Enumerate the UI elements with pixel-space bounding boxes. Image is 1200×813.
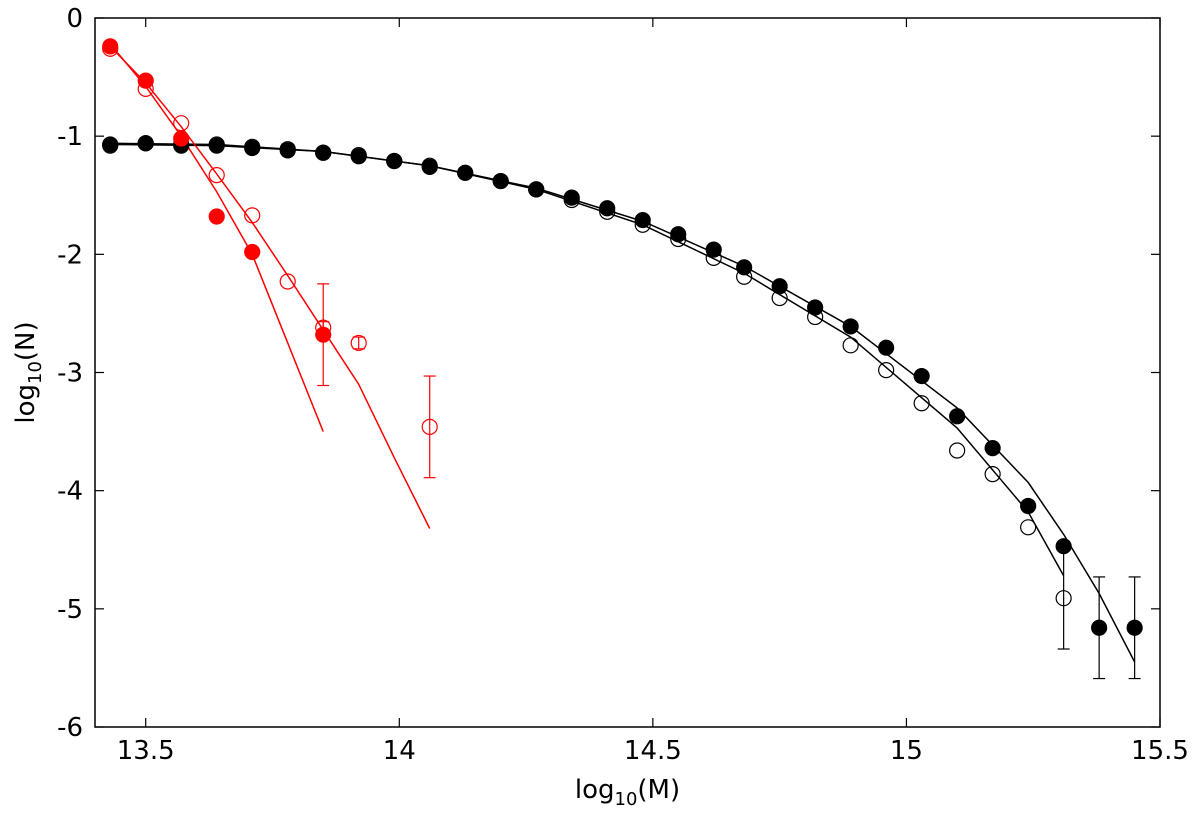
data-point-series-4 — [350, 334, 367, 352]
data-point-series-3 — [173, 130, 190, 147]
data-point-series-2 — [736, 268, 753, 285]
data-point-series-2 — [949, 442, 966, 459]
data-point-series-1 — [1020, 497, 1037, 515]
data-point-series-1 — [670, 226, 687, 243]
data-point-series-1 — [634, 211, 651, 229]
data-points — [102, 38, 1143, 636]
data-point-series-2 — [350, 146, 367, 164]
data-point-series-4 — [244, 207, 261, 224]
data-point-series-2 — [563, 191, 580, 209]
y-tick-label: -6 — [57, 713, 83, 743]
data-point-series-1 — [736, 259, 753, 276]
data-point-series-2 — [842, 337, 859, 354]
data-point-series-1 — [350, 148, 367, 165]
fit-curve-4 — [109, 45, 431, 529]
data-point-series-2 — [315, 144, 332, 161]
data-point-series-4 — [102, 40, 119, 57]
data-point-series-1 — [102, 136, 119, 153]
data-point-series-4 — [208, 167, 225, 184]
data-point-series-4 — [137, 80, 154, 98]
data-point-series-2 — [457, 164, 474, 181]
data-point-series-1 — [705, 241, 722, 258]
data-point-series-1 — [878, 339, 895, 356]
data-point-series-2 — [670, 230, 687, 248]
data-point-series-2 — [208, 136, 225, 153]
data-point-series-4 — [173, 115, 190, 132]
data-point-series-2 — [878, 362, 895, 379]
data-point-series-2 — [807, 308, 824, 326]
data-point-series-1 — [421, 158, 438, 175]
data-point-series-1 — [807, 299, 824, 316]
data-point-series-2 — [771, 289, 788, 307]
data-point-series-1 — [984, 440, 1001, 457]
data-point-series-1 — [949, 408, 966, 425]
data-point-series-2 — [599, 203, 616, 220]
y-tick-label: -1 — [57, 122, 83, 152]
data-point-series-2 — [102, 137, 119, 154]
axis-ticks: 13.5 14 14.5 15 15.5 0 -1 -2 -3 -4 -5 -6 — [57, 4, 1189, 766]
data-point-series-1 — [1055, 538, 1072, 555]
y-tick-label: -5 — [57, 595, 83, 625]
data-point-series-2 — [492, 172, 509, 190]
data-point-series-2 — [386, 152, 403, 170]
data-point-series-4 — [279, 273, 296, 290]
data-point-series-1 — [1091, 619, 1108, 636]
data-point-series-2 — [137, 135, 154, 152]
data-point-series-4 — [421, 418, 438, 435]
data-point-series-2 — [279, 141, 296, 158]
data-point-series-2 — [705, 249, 722, 266]
y-tick-label: 0 — [66, 4, 83, 34]
data-point-series-3 — [244, 243, 261, 261]
data-point-series-2 — [421, 157, 438, 174]
data-point-series-1 — [244, 139, 261, 157]
y-axis-title: log10(N) — [11, 321, 46, 423]
data-point-series-2 — [1055, 590, 1072, 607]
x-tick-label: 15 — [890, 736, 923, 766]
data-point-series-2 — [244, 138, 261, 155]
data-point-series-3 — [137, 72, 154, 89]
x-tick-label: 14 — [383, 736, 416, 766]
y-tick-label: -4 — [57, 477, 83, 507]
data-point-series-1 — [771, 278, 788, 295]
data-point-series-4 — [315, 319, 332, 336]
data-point-series-1 — [913, 367, 930, 385]
data-point-series-1 — [1126, 619, 1143, 636]
data-point-series-2 — [913, 395, 930, 412]
data-point-series-1 — [279, 142, 296, 159]
data-point-series-1 — [599, 200, 616, 217]
data-point-series-2 — [634, 216, 651, 233]
error-bar — [423, 375, 436, 479]
data-point-series-1 — [842, 318, 859, 335]
x-tick-label: 14.5 — [624, 736, 682, 766]
data-point-series-2 — [528, 181, 545, 198]
x-tick-label: 15.5 — [1131, 736, 1189, 766]
x-axis-title: log10(M) — [575, 775, 680, 810]
data-point-series-1 — [208, 137, 225, 154]
data-point-series-2 — [984, 466, 1001, 483]
data-point-series-3 — [208, 208, 225, 225]
data-point-series-2 — [1020, 519, 1037, 536]
y-tick-label: -3 — [57, 359, 83, 389]
y-tick-label: -2 — [57, 240, 83, 270]
x-tick-label: 13.5 — [117, 736, 175, 766]
